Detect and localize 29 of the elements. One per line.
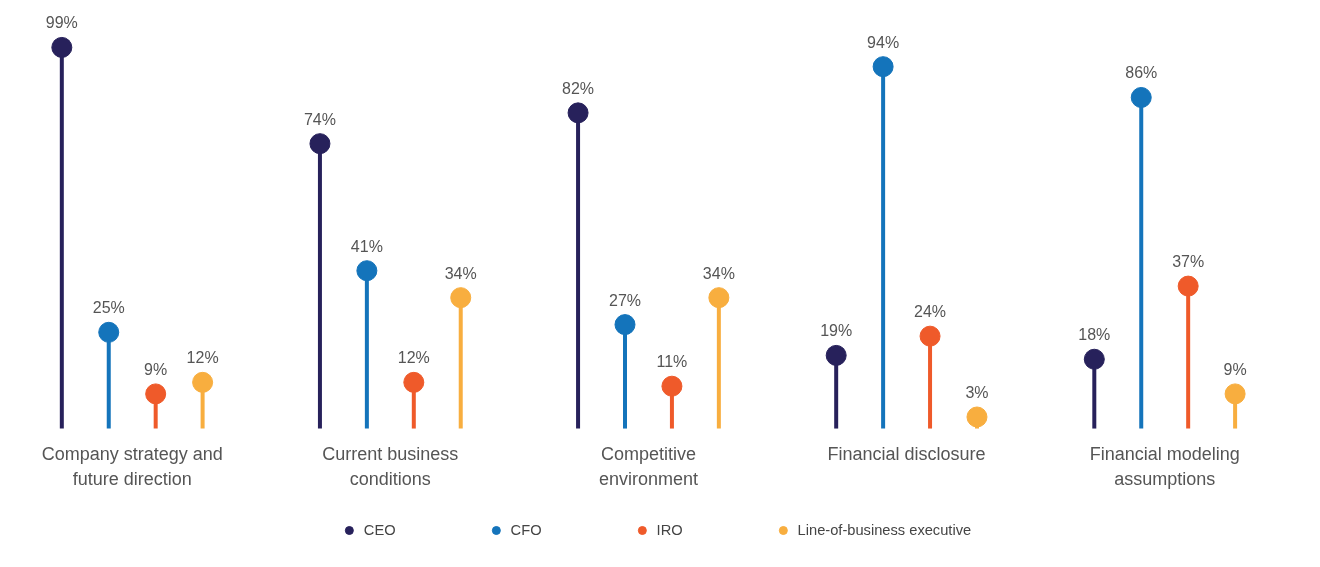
data-label: 24% (914, 303, 947, 321)
data-label: 94% (867, 33, 900, 51)
legend-label: IRO (656, 522, 683, 538)
data-label: 74% (303, 110, 336, 128)
data-label: 34% (702, 264, 735, 282)
data-label: 25% (92, 299, 125, 317)
data-label: 18% (1078, 326, 1111, 344)
data-label: 9% (144, 360, 168, 378)
data-label: 12% (186, 349, 219, 367)
x-tick-label: Company strategy and future direction (41, 443, 223, 489)
data-label: 19% (820, 322, 853, 340)
x-tick-label: Financial disclosure (827, 443, 986, 464)
data-label: 12% (397, 349, 430, 367)
data-label: 86% (1125, 64, 1158, 82)
data-label: 82% (562, 79, 595, 97)
data-label: 99% (45, 14, 78, 32)
legend-label: CFO (510, 522, 542, 538)
data-label: 41% (350, 237, 383, 255)
legend-label: Line-of-business executive (797, 522, 972, 538)
x-tick-label: Financial modeling assumptions (1089, 443, 1240, 489)
data-label: 27% (608, 291, 642, 309)
legend-label: CEO (363, 522, 396, 538)
x-tick-label: Current business conditions (322, 443, 459, 489)
data-label: 34% (444, 264, 477, 282)
data-label: 37% (1172, 253, 1205, 271)
data-label: 3% (965, 383, 989, 401)
data-label: 11% (656, 353, 688, 371)
data-label: 9% (1223, 360, 1247, 378)
x-tick-label: Competitive environment (598, 443, 698, 489)
